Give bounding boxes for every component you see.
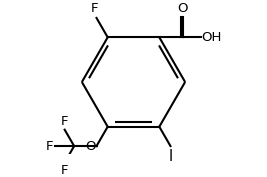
Text: F: F xyxy=(91,2,99,15)
Text: F: F xyxy=(61,164,68,177)
Text: O: O xyxy=(177,2,188,15)
Text: O: O xyxy=(85,140,96,153)
Text: OH: OH xyxy=(202,31,222,44)
Text: F: F xyxy=(61,115,68,128)
Text: F: F xyxy=(46,140,53,153)
Text: I: I xyxy=(168,149,173,164)
